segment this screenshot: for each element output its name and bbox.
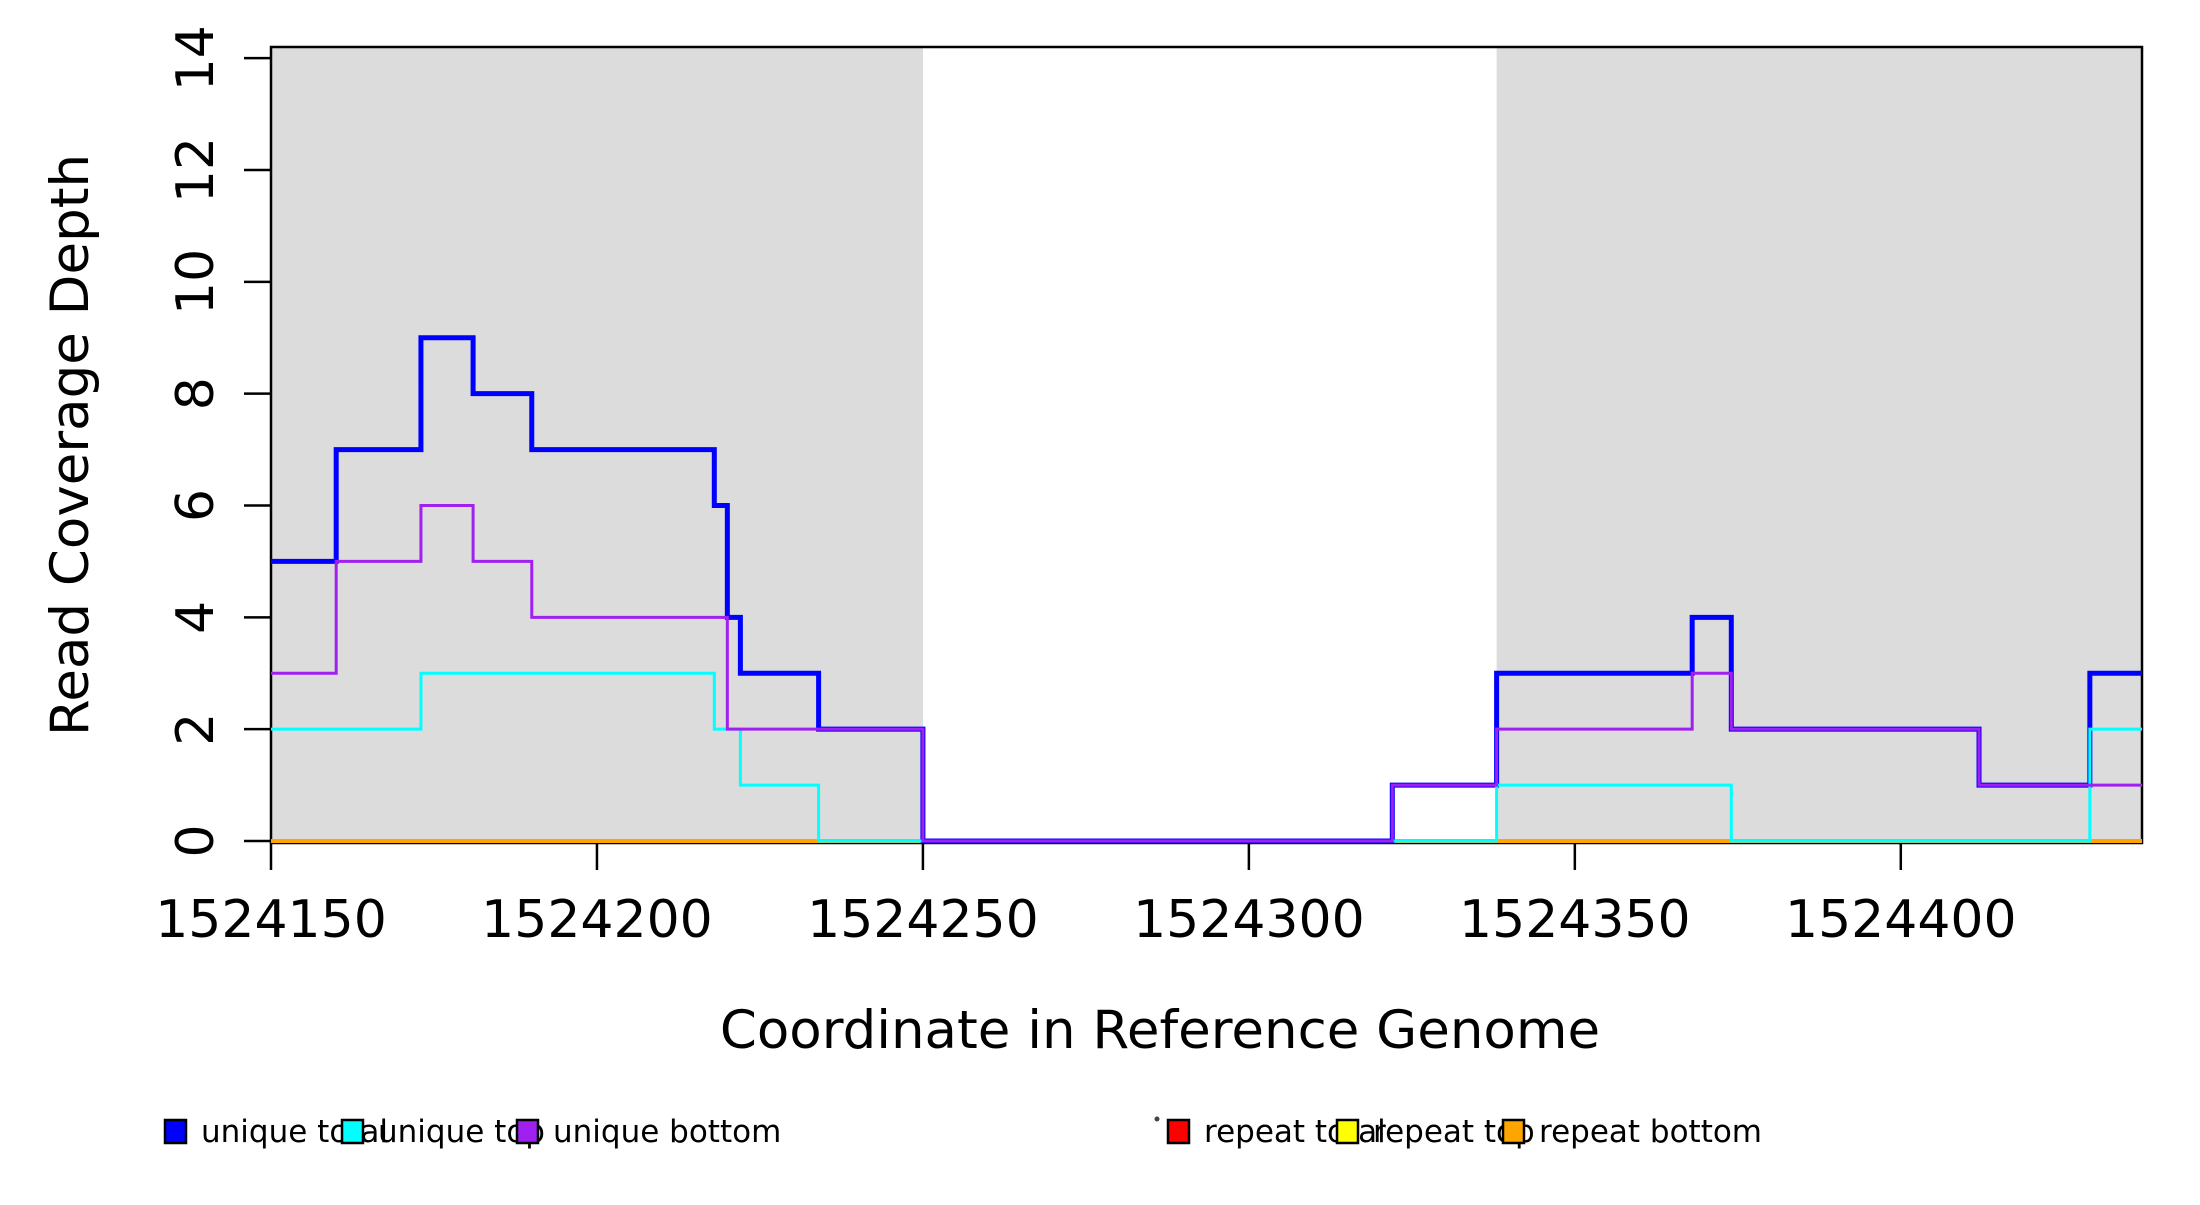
y-tick-label: 8 [166, 377, 226, 410]
shaded-region [271, 47, 923, 843]
y-tick-label: 0 [166, 824, 226, 857]
series-line-unique-top [271, 671, 2142, 843]
x-tick-label: 1524350 [1459, 890, 1691, 950]
x-axis-title: Coordinate in Reference Genome [720, 1000, 1600, 1061]
x-axis: 1524150 1524200 1524250 1524300 1524350 15244… [155, 843, 2017, 950]
shaded-regions [271, 47, 2142, 843]
legend-swatch [1166, 1118, 1191, 1145]
legend-swatch [515, 1118, 540, 1145]
x-tick-label: 1524200 [481, 890, 713, 950]
series-line-unique-bottom [271, 504, 2142, 843]
legend-swatch [1501, 1118, 1526, 1145]
legend-item-unique-bottom: unique bottom [515, 1114, 781, 1150]
x-tick-label: 1524400 [1785, 890, 2017, 950]
y-tick-label: 14 [166, 25, 226, 91]
shaded-region [1496, 47, 2142, 843]
y-axis: 0 2 4 6 8 10 12 14 [166, 25, 271, 858]
series-lines [271, 335, 2142, 844]
stray-dot-artifact [1154, 1116, 1160, 1122]
y-axis-title: Read Coverage Depth [40, 154, 101, 736]
legend-label: repeat bottom [1539, 1114, 1762, 1150]
y-tick-label: 2 [166, 713, 226, 746]
legend-swatch [340, 1118, 365, 1145]
legend-item-repeat-bottom: repeat bottom [1501, 1114, 1762, 1150]
legend-swatch [1335, 1118, 1360, 1145]
x-tick-label: 1524250 [807, 890, 1039, 950]
x-tick-label: 1524150 [155, 890, 387, 950]
legend-label: unique bottom [553, 1114, 781, 1150]
y-tick-label: 6 [166, 489, 226, 522]
y-tick-label: 4 [166, 601, 226, 634]
x-tick-label: 1524300 [1133, 890, 1365, 950]
y-tick-label: 10 [166, 249, 226, 315]
legend-swatch [163, 1118, 188, 1145]
y-tick-label: 12 [166, 137, 226, 203]
